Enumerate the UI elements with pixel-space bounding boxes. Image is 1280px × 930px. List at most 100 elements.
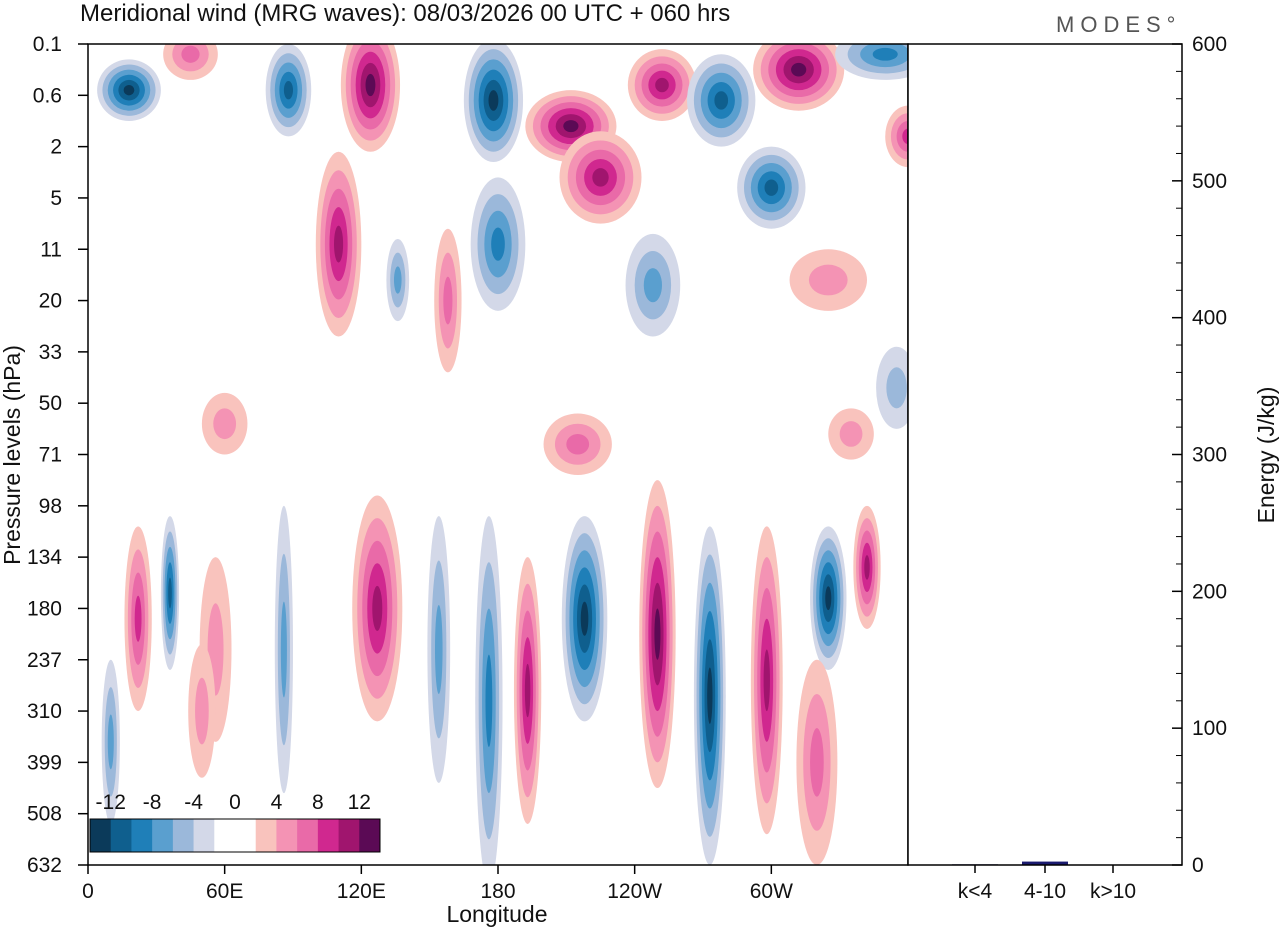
colorbar-swatch xyxy=(338,819,360,852)
wind-anomaly-blob xyxy=(876,346,908,429)
wind-anomaly-blob xyxy=(796,659,838,865)
colorbar-label: -4 xyxy=(184,791,203,814)
energy-axis-label: Energy (J/kg) xyxy=(1253,387,1279,524)
contour-band xyxy=(334,225,344,263)
colorbar-swatch xyxy=(276,819,298,852)
wind-anomaly-blob xyxy=(789,249,867,311)
contour-band xyxy=(365,73,376,97)
colorbar-label: -8 xyxy=(143,791,162,814)
y-tick-label: 71 xyxy=(39,444,62,467)
contour-band xyxy=(134,595,142,642)
colorbar-swatch xyxy=(317,819,339,852)
energy-category-label: 4-10 xyxy=(1024,880,1066,903)
y-tick-label: 508 xyxy=(27,803,62,826)
x-tick-label: 60E xyxy=(206,880,243,903)
contour-band xyxy=(864,555,870,580)
contour-band xyxy=(280,601,287,698)
wind-anomaly-blob xyxy=(853,505,881,629)
energy-tick-label: 400 xyxy=(1192,307,1227,330)
y-tick-label: 0.1 xyxy=(33,33,62,56)
energy-category-label: k>10 xyxy=(1090,880,1136,903)
y-tick-label: 310 xyxy=(27,700,62,723)
wind-anomaly-blob xyxy=(543,413,612,476)
colorbar-swatch xyxy=(359,819,381,852)
energy-bar xyxy=(1022,861,1068,865)
contour-band xyxy=(825,586,832,611)
x-tick-label: 180 xyxy=(480,880,515,903)
colorbar-swatch xyxy=(214,819,236,852)
wind-anomaly-blob xyxy=(463,44,524,163)
y-tick-label: 2 xyxy=(50,136,62,159)
wind-anomaly-blob xyxy=(201,392,248,455)
wind-anomaly-blob xyxy=(163,44,218,80)
wind-anomaly-blob xyxy=(427,516,451,783)
contour-band xyxy=(434,605,443,694)
wind-anomaly-blob xyxy=(97,59,161,121)
colorbar-swatch xyxy=(255,819,277,852)
energy-panel-background xyxy=(908,44,1182,865)
x-tick-label: 60W xyxy=(750,880,793,903)
wind-anomaly-blob xyxy=(810,526,847,671)
colorbar-label: 0 xyxy=(229,791,241,814)
colorbar-swatch xyxy=(152,819,174,852)
energy-axis-ticks: 0 100 200 300 400 500 600 xyxy=(1172,33,1227,877)
wind-anomaly-blob xyxy=(274,505,293,794)
wind-anomaly-blob xyxy=(828,408,874,460)
y-tick-label: 134 xyxy=(27,546,62,569)
energy-panel-frame xyxy=(907,43,1183,866)
y-tick-label: 11 xyxy=(40,238,62,261)
energy-tick-label: 200 xyxy=(1192,580,1227,603)
y-axis-label: Pressure levels (hPa) xyxy=(0,345,25,565)
wind-anomaly-blob xyxy=(160,516,180,671)
y-tick-label: 0.6 xyxy=(33,84,62,107)
wind-anomaly-blob xyxy=(101,659,120,824)
contour-band xyxy=(524,663,531,718)
energy-tick-label: 600 xyxy=(1192,33,1227,56)
energy-tick-label: 100 xyxy=(1192,717,1227,740)
y-tick-label: 180 xyxy=(27,597,62,620)
colorbar-swatch xyxy=(235,819,257,852)
colorbar-frame xyxy=(89,818,381,853)
contour-band xyxy=(886,367,907,409)
contour-band xyxy=(872,47,898,61)
wind-anomaly-blob xyxy=(627,49,697,121)
wind-anomaly-blob xyxy=(687,54,756,147)
contour-band xyxy=(107,714,114,770)
contour-band xyxy=(839,421,863,447)
x-axis-ticks: 0 60E 120E 180 120W 60W xyxy=(82,865,793,903)
contour-band xyxy=(566,433,590,455)
contour-band xyxy=(764,179,779,196)
wind-anomaly-blob xyxy=(340,44,401,152)
energy-tick-label: 300 xyxy=(1192,444,1227,467)
colorbar-swatch xyxy=(172,819,194,852)
contour-band xyxy=(195,677,209,745)
heatmap-field xyxy=(97,44,908,865)
wind-anomaly-blob xyxy=(434,228,462,373)
contour-band xyxy=(714,91,729,110)
y-tick-label: 5 xyxy=(50,187,62,210)
wind-anomaly-blob xyxy=(386,238,410,322)
contour-band xyxy=(592,168,609,187)
wind-anomaly-blob xyxy=(124,526,152,712)
contour-band xyxy=(810,728,824,797)
wind-anomaly-blob xyxy=(559,131,642,224)
contour-band xyxy=(213,408,237,440)
y-tick-label: 50 xyxy=(39,392,62,415)
wind-anomaly-blob xyxy=(188,644,216,778)
colorbar-swatch xyxy=(193,819,215,852)
modes-logo: MODES° xyxy=(1056,12,1181,37)
wind-anomaly-blob xyxy=(470,177,526,311)
contour-band xyxy=(580,601,589,636)
colorbar-swatch xyxy=(110,819,132,852)
contour-band xyxy=(372,585,383,632)
energy-tick-label: 0 xyxy=(1192,854,1204,877)
wind-anomaly-blob xyxy=(693,526,726,865)
y-tick-label: 33 xyxy=(39,341,62,364)
y-axis-ticks: 0.1 0.6 2 5 11 20 33 50 71 98 134 180 237 310 399 508 63… xyxy=(27,33,88,877)
energy-tick-label: 500 xyxy=(1192,170,1227,193)
contour-band xyxy=(491,227,505,261)
contour-band xyxy=(655,77,669,93)
contour-band xyxy=(283,80,294,100)
wind-anomaly-blob xyxy=(753,44,845,111)
